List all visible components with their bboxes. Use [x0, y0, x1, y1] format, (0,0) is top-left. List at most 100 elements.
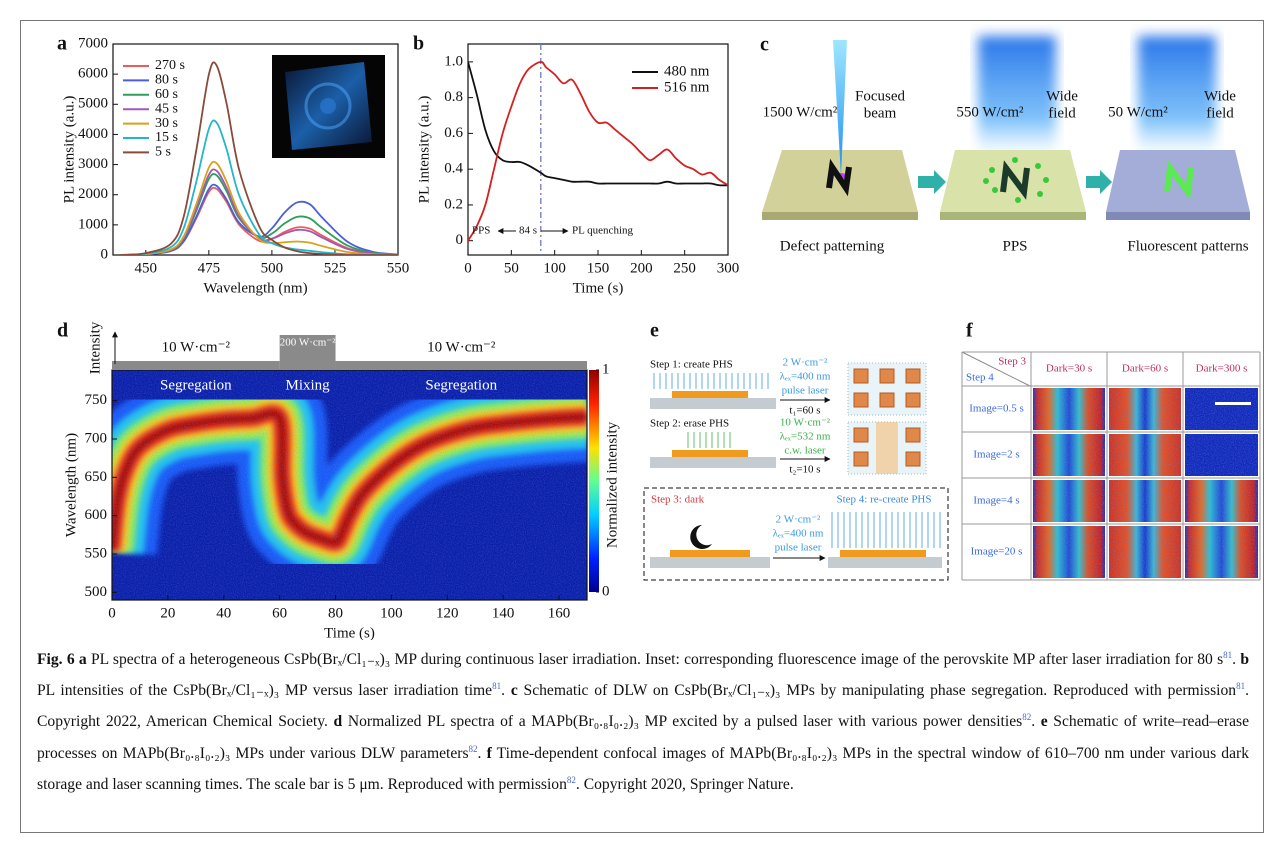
panel-e: e Step 1: create PHS 2 W·cm⁻² λₑₓ=400 nm…: [643, 320, 949, 581]
caption-panel-letter: b: [1240, 651, 1250, 669]
power-label: 10 W·cm⁻²: [427, 339, 496, 355]
region-label: Segregation: [160, 377, 232, 393]
caption-panel-letter: f: [486, 744, 492, 762]
beam-label: beam: [864, 105, 897, 121]
caption-text: PL intensities of the CsPb(Brₓ/Cl₁₋ₓ)₃ M…: [37, 682, 493, 700]
data-line: [120, 61, 398, 255]
y-tick-label: 550: [85, 545, 108, 561]
caption-text: .: [1232, 651, 1237, 669]
power-bar: [112, 361, 280, 370]
pattern-dot: [905, 427, 921, 443]
caption-panel-letter: c: [510, 682, 518, 700]
x-tick-label: 300: [717, 260, 740, 276]
image-noise: [1109, 388, 1181, 430]
x-tick-label: 500: [261, 260, 284, 276]
image-noise: [1109, 480, 1181, 522]
panel-letter: d: [57, 320, 68, 342]
stage-label: PPS: [1002, 238, 1027, 254]
row-header: Image=4 s: [973, 495, 1019, 507]
image-noise: [1033, 480, 1105, 522]
reference: 81: [492, 681, 502, 692]
laser-param: 10 W·cm⁻²: [780, 417, 831, 429]
row-header: Image=0.5 s: [969, 403, 1023, 415]
annotation: PL quenching: [572, 225, 633, 237]
caption-panel-letter: d: [333, 713, 343, 731]
x-tick-label: 250: [673, 260, 696, 276]
x-tick-label: 450: [135, 260, 158, 276]
duration: t₁=60 s: [789, 405, 820, 417]
reference: 82: [468, 743, 478, 754]
colorbar-tick-label: 0: [602, 583, 610, 599]
data-line: [120, 168, 398, 255]
caption-text: . Copyright 2020, Springer Nature.: [575, 775, 794, 793]
panel-letter: c: [760, 34, 769, 56]
row-header: Image=20 s: [971, 546, 1023, 558]
stage-label: Fluorescent patterns: [1127, 238, 1248, 254]
image-noise: [1185, 526, 1258, 578]
caption-text: PL spectra of a heterogeneous CsPb(Brₓ/C…: [90, 651, 1224, 669]
x-tick-label: 40: [216, 605, 231, 621]
legend-label: 30 s: [155, 116, 178, 131]
caption-text: .: [1031, 713, 1036, 731]
pattern-dot: [853, 451, 869, 467]
pattern-dot: [853, 427, 869, 443]
y-tick-label: 650: [85, 469, 108, 485]
x-tick-label: 160: [548, 605, 571, 621]
panel-letter: b: [413, 33, 424, 55]
caption-text: . Copyright 2022, American Chemical Soci…: [37, 682, 1249, 731]
heatmap-noise: [112, 370, 587, 600]
laser-param: 2 W·cm⁻²: [783, 357, 828, 369]
x-tick-label: 140: [492, 605, 515, 621]
x-tick-label: 60: [272, 605, 287, 621]
caption: Fig. 6 a PL spectra of a heterogeneous C…: [37, 642, 1249, 798]
laser-param: λₑₓ=532 nm: [780, 431, 831, 443]
step-title: Step 2: erase PHS: [650, 418, 729, 430]
x-tick-label: 100: [543, 260, 566, 276]
caption-text: .: [501, 682, 506, 700]
panel-letter: e: [650, 320, 659, 342]
image-noise: [1185, 388, 1258, 430]
erased-stripe: [876, 422, 898, 474]
pattern-dot: [853, 392, 869, 408]
pattern-dot: [905, 451, 921, 467]
reference: 82: [1022, 712, 1032, 723]
data-line: [120, 160, 398, 255]
legend-label: 60 s: [155, 87, 178, 102]
y-tick-label: 1.0: [444, 53, 463, 69]
panel-letter: f: [966, 320, 973, 342]
y-axis-label: PL intensity (a.u.): [416, 96, 432, 204]
caption-panel-letter: e: [1040, 713, 1048, 731]
y-tick-label: 500: [85, 584, 108, 600]
panel-f: f Step 3 Step 4 Dark=30 s Dark=60 s Dark=3…: [961, 320, 1261, 581]
column-header: Dark=30 s: [1046, 363, 1092, 375]
scale-bar: [1215, 402, 1251, 405]
y-tick-label: 4000: [78, 126, 108, 142]
y-tick-label: 3000: [78, 156, 108, 172]
image-noise: [1185, 434, 1258, 476]
x-axis-label: Wavelength (nm): [203, 280, 307, 296]
x-tick-label: 200: [630, 260, 653, 276]
beam-label: Focused: [855, 88, 905, 104]
row-header: Image=2 s: [973, 449, 1019, 461]
x-tick-label: 100: [380, 605, 403, 621]
pattern-dot: [879, 368, 895, 384]
data-line: [120, 173, 398, 255]
y-tick-label: 6000: [78, 66, 108, 82]
legend-label: 45 s: [155, 101, 178, 116]
x-tick-label: 20: [160, 605, 175, 621]
laser-param: λₑₓ=400 nm: [780, 371, 831, 383]
region-label: Mixing: [285, 377, 330, 393]
colorbar-label: Normalized intensity: [604, 421, 620, 548]
power-label: 50 W/cm²: [1108, 104, 1168, 120]
legend-label: 15 s: [155, 130, 178, 145]
y-axis-label: Wavelength (nm): [63, 433, 79, 537]
caption-text: .: [477, 744, 482, 762]
plot-frame: [112, 43, 399, 256]
y-tick-label: 5000: [78, 96, 108, 112]
pattern-dot: [853, 368, 869, 384]
y-tick-label: 750: [85, 392, 108, 408]
legend-label: 5 s: [155, 145, 171, 160]
y-axis-label: PL intensity (a.u.): [61, 96, 77, 204]
beam-label: field: [1048, 105, 1076, 121]
beam-label: Wide: [1046, 88, 1078, 104]
